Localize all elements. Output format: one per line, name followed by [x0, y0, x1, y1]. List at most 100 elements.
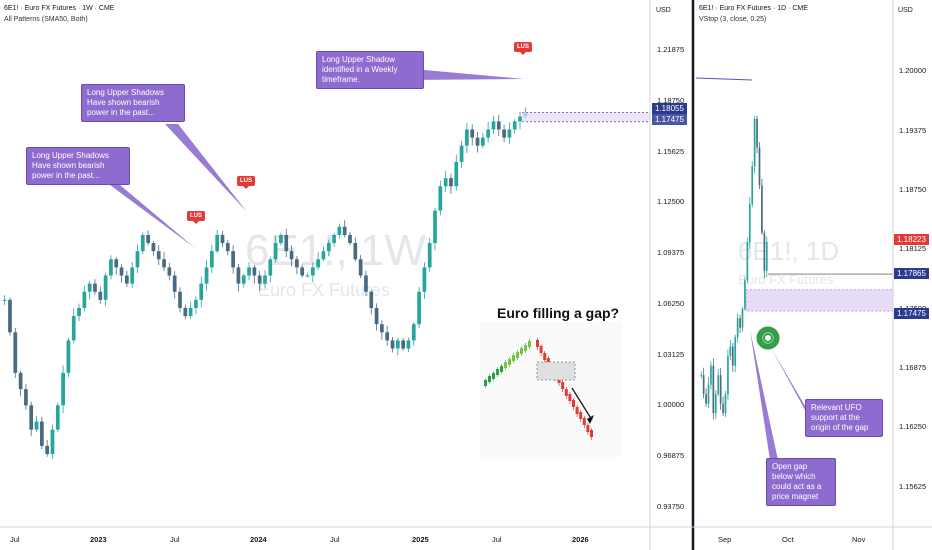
inset-candle: [500, 366, 503, 372]
left-y-tick: 1.18750: [657, 96, 685, 106]
right-y-tick: 1.20000: [899, 66, 927, 76]
candle-body: [284, 234, 289, 252]
candle-body: [348, 234, 352, 244]
right-gap-zone: [745, 289, 894, 312]
left-y-tick: 1.15625: [657, 146, 685, 156]
candle-body: [162, 259, 166, 268]
candle-body: [449, 178, 453, 187]
left-y-tick: 1.21875: [657, 45, 685, 55]
candle-body: [156, 251, 161, 260]
candle-body: [135, 251, 140, 268]
candle-body: [518, 116, 522, 122]
candle-body: [475, 137, 480, 146]
ufo-target-icon: [763, 333, 773, 343]
inset-panel: [480, 322, 622, 457]
inset-candle: [536, 340, 539, 347]
right-gap-price-tag: 1.17475: [894, 308, 929, 319]
candle-body: [39, 421, 44, 446]
candle-body: [167, 267, 172, 276]
lus-badge-3: LUS: [514, 42, 532, 55]
candle-body: [465, 129, 469, 146]
candle-body: [236, 267, 241, 284]
candle-body: [225, 243, 230, 252]
inset-candle: [524, 345, 527, 351]
right-currency: USD: [898, 7, 913, 14]
left-x-tick: Jul: [492, 535, 502, 544]
candle-body: [358, 259, 363, 276]
candle-body: [748, 204, 751, 243]
candle-body: [24, 389, 28, 406]
inset-candle: [504, 362, 507, 368]
candle-body: [734, 337, 737, 366]
left-candles: [2, 107, 528, 459]
candle-body: [130, 267, 135, 284]
inset-candle: [528, 341, 531, 347]
candle-body: [220, 234, 225, 244]
right-y-tick: 1.18125: [899, 244, 927, 254]
left-y-tick: 0.96875: [657, 451, 685, 460]
candle-body: [507, 129, 512, 138]
inset-gap-box: [536, 361, 576, 381]
candle-body: [310, 267, 315, 276]
candle-body: [316, 259, 320, 268]
candle-body: [470, 129, 475, 138]
candle-body: [406, 340, 411, 349]
right-y-tick: 1.15625: [899, 481, 927, 491]
candle-body: [746, 242, 749, 281]
candle-body: [289, 251, 294, 260]
inset-candle: [564, 389, 568, 396]
candle-body: [369, 291, 374, 308]
candle-body: [103, 275, 108, 300]
candle-body: [241, 275, 246, 284]
candle-body: [454, 161, 459, 187]
candle-body: [380, 324, 384, 333]
inset-candle: [568, 394, 572, 401]
candle-body: [502, 129, 506, 138]
candle-body: [2, 299, 7, 301]
inset-candle: [488, 376, 491, 382]
inset-arrow-head: [587, 415, 594, 424]
candle-body: [512, 121, 517, 130]
candle-body: [707, 384, 710, 404]
candle-body: [66, 340, 71, 373]
right-candles: [700, 116, 768, 420]
candle-body: [140, 234, 145, 252]
inset-candle: [539, 346, 543, 353]
left-y-tick: 0.93750: [657, 501, 685, 511]
candle-body: [50, 429, 55, 454]
candle-body: [215, 234, 220, 252]
candle-body: [736, 318, 739, 338]
callout-pointer: [110, 185, 195, 248]
gap-inset: [480, 322, 622, 457]
right-watermark-name: Euro FX Futures: [738, 272, 834, 287]
candle-body: [93, 283, 97, 292]
left-x-tick: 2024: [250, 535, 267, 544]
candle-body: [172, 275, 177, 292]
candle-body: [194, 299, 198, 308]
candle-body: [761, 185, 763, 233]
callout-lus-1: Long Upper Shadows Have shown bearish po…: [26, 147, 130, 185]
candle-body: [719, 375, 722, 404]
inset-arrow: [571, 387, 593, 421]
callout-lus-2: Long Upper Shadows Have shown bearish po…: [81, 84, 185, 122]
candle-body: [210, 251, 214, 268]
candle-body: [183, 307, 188, 317]
candle-body: [252, 267, 257, 276]
inset-candle: [586, 425, 590, 432]
candle-body: [263, 275, 267, 284]
inset-candle: [516, 352, 519, 358]
candle-body: [459, 145, 464, 162]
right-vstop-price-tag: 1.17865: [894, 268, 929, 279]
candle-body: [724, 394, 727, 414]
candle-body: [273, 243, 278, 260]
candle-body: [71, 316, 76, 341]
candle-body: [422, 267, 427, 292]
candle-body: [714, 394, 717, 414]
callout-pointer: [165, 124, 247, 212]
candle-body: [178, 291, 182, 308]
left-watermark-symbol: 6E1!, 1W: [245, 226, 426, 275]
inset-candle: [543, 353, 547, 360]
candle-body: [374, 307, 379, 325]
candle-body: [722, 403, 724, 414]
left-x-tick: Jul: [330, 535, 340, 544]
